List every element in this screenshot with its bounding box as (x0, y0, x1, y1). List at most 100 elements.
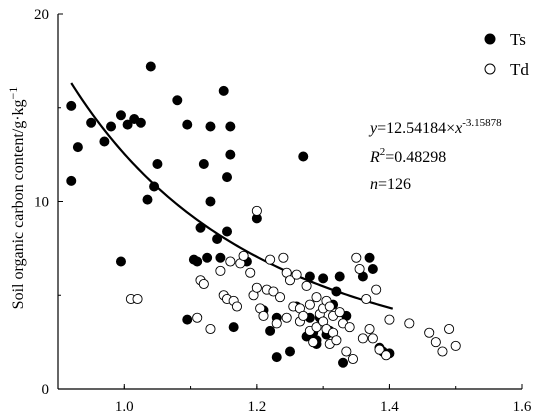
ts-point (135, 117, 146, 128)
td-point (344, 322, 355, 333)
ts-point (298, 151, 309, 162)
ts-point (182, 119, 193, 130)
ts-point (218, 85, 229, 96)
td-point (251, 205, 262, 216)
td-point (258, 310, 269, 321)
ts-point (66, 100, 77, 111)
td-point (231, 301, 243, 312)
td-point (271, 318, 282, 329)
ts-point (172, 95, 183, 106)
fit-annotations: y=12.54184×x-3.15878 R2=0.48298 n=126 (368, 117, 502, 193)
td-point (384, 314, 395, 325)
ts-point (222, 172, 233, 183)
ts-point (225, 149, 236, 160)
ts-point (215, 252, 226, 263)
td-point (291, 269, 302, 280)
td-point (374, 344, 385, 355)
td-point (341, 346, 352, 357)
td-point (371, 284, 382, 295)
ts-point (198, 158, 209, 169)
y-axis-label: Soil organic carbon content/g·kg−1 (6, 87, 27, 310)
ts-point (205, 196, 216, 207)
ts-point (284, 346, 295, 357)
ts-point (149, 181, 160, 192)
ts-point (122, 119, 133, 130)
ts-point (142, 194, 153, 205)
ts-point (195, 222, 206, 233)
ts-point (331, 286, 342, 297)
axis-ticks: 1.0 1.2 1.4 1.6 0 10 20 (34, 7, 532, 415)
ts-point (86, 117, 97, 128)
td-point (238, 250, 249, 261)
td-point (268, 286, 279, 297)
ts-point (225, 121, 236, 132)
td-point (450, 340, 461, 351)
sample-size: n=126 (370, 176, 411, 193)
y-tick-label: 10 (34, 195, 49, 211)
ts-point (265, 325, 276, 336)
td-point (205, 323, 216, 335)
td-point (381, 350, 392, 361)
td-point (281, 312, 292, 323)
legend-label-ts: Ts (510, 30, 526, 49)
x-tick-label: 1.6 (513, 399, 532, 415)
td-point (351, 252, 362, 263)
td-point (361, 293, 372, 305)
td-point (424, 327, 435, 338)
td-point (251, 282, 262, 293)
ts-point (228, 322, 239, 333)
td-point (311, 322, 322, 333)
y-tick-label: 0 (42, 382, 50, 398)
legend-label-td: Td (510, 60, 529, 79)
legend-marker-td (484, 63, 496, 75)
td-point (304, 299, 315, 310)
fit-equation: y=12.54184×x-3.15878 (368, 117, 502, 137)
td-point (404, 318, 415, 329)
td-point (284, 275, 296, 286)
td-point (437, 346, 448, 357)
ts-point (192, 256, 203, 267)
ts-point (334, 271, 345, 282)
td-point (311, 292, 322, 303)
data-points (66, 61, 461, 368)
legend-marker-ts (484, 33, 496, 45)
td-point (444, 323, 455, 335)
ts-point (72, 142, 83, 153)
x-tick-label: 1.0 (115, 399, 134, 415)
td-point (301, 280, 312, 291)
td-point (265, 254, 276, 265)
td-point (308, 337, 319, 348)
ts-point (367, 263, 378, 274)
ts-point (182, 314, 193, 325)
ts-point (152, 158, 163, 169)
td-point (334, 307, 345, 318)
td-point (298, 310, 309, 321)
ts-point (202, 252, 213, 263)
td-point (132, 293, 143, 305)
ts-point (106, 121, 117, 132)
td-point (354, 263, 365, 275)
ts-point (66, 175, 77, 186)
td-point (215, 265, 226, 276)
ts-point (115, 110, 126, 121)
x-tick-label: 1.4 (380, 399, 399, 415)
y-tick-label: 20 (34, 7, 49, 23)
td-point (347, 353, 359, 365)
ts-point (271, 352, 282, 363)
ts-point (99, 136, 110, 147)
ts-point (338, 357, 349, 368)
td-point (357, 333, 368, 344)
x-tick-label: 1.2 (247, 399, 266, 415)
td-point (198, 278, 209, 290)
ts-point (364, 252, 375, 263)
td-point (430, 337, 441, 348)
td-point (278, 252, 289, 263)
y-axis-label-superscript: −1 (6, 87, 20, 100)
ts-point (205, 121, 216, 132)
ts-point (212, 233, 223, 244)
r-squared: R2=0.48298 (369, 146, 446, 166)
ts-point (304, 271, 315, 282)
td-point (192, 312, 203, 323)
td-point (331, 335, 342, 346)
